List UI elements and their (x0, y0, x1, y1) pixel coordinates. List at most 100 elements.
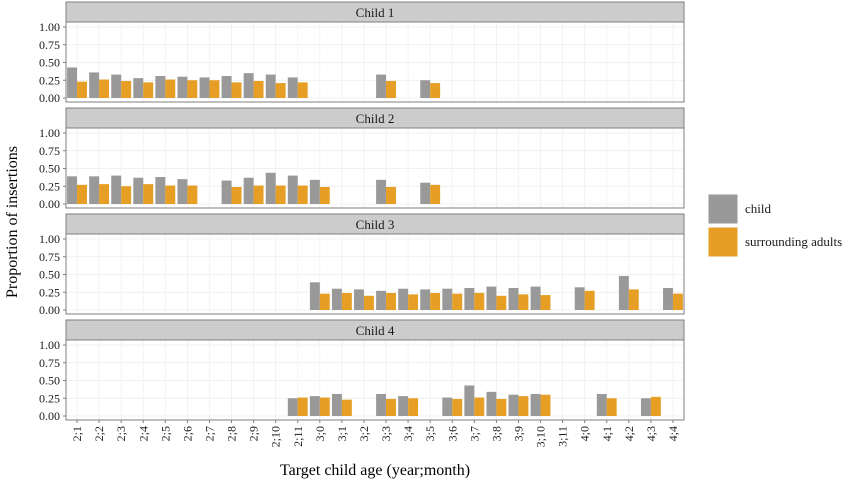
legend-swatch (707, 226, 739, 258)
bar-child (287, 77, 298, 98)
x-tick-label: 3;7 (467, 426, 481, 441)
bar-surrounding-adults (165, 79, 176, 98)
bar-surrounding-adults (187, 80, 198, 98)
bar-child (111, 175, 122, 204)
x-tick-label: 2;5 (158, 426, 172, 441)
bar-surrounding-adults (386, 292, 396, 310)
legend-label: child (745, 201, 771, 216)
bar-child (155, 75, 166, 98)
facet-title: Child 1 (356, 5, 395, 20)
bar-child (89, 72, 100, 98)
bar-surrounding-adults (386, 398, 396, 416)
x-tick-label: 2;1 (70, 426, 84, 441)
y-tick-label: 0.50 (39, 268, 60, 282)
bar-child (331, 393, 342, 416)
bar-surrounding-adults (496, 398, 507, 416)
bar-surrounding-adults (297, 397, 308, 416)
bar-child (420, 182, 431, 204)
x-tick-label: 4;0 (578, 426, 592, 441)
legend-swatch (707, 193, 739, 225)
bar-child (574, 287, 585, 310)
bar-surrounding-adults (121, 186, 132, 204)
bar-child (354, 289, 364, 310)
x-tick-label: 3;8 (489, 426, 503, 441)
bar-child (442, 397, 453, 416)
x-tick-label: 3;3 (379, 426, 393, 441)
x-tick-label: 3;11 (556, 426, 570, 447)
bar-surrounding-adults (297, 185, 308, 204)
y-tick-label: 0.75 (39, 356, 60, 370)
bar-child (309, 179, 320, 204)
bar-child (199, 77, 210, 98)
y-tick-label: 0.25 (39, 179, 60, 193)
bar-surrounding-adults (496, 295, 507, 310)
bar-surrounding-adults (253, 80, 264, 98)
facet-title: Child 2 (356, 111, 395, 126)
bar-child (287, 175, 298, 204)
bar-child (376, 179, 387, 204)
panel-border (65, 127, 685, 209)
bar-surrounding-adults (650, 396, 661, 416)
bar-child (398, 396, 409, 416)
x-tick-label: 4;4 (666, 426, 680, 441)
x-tick-label: 2;4 (136, 426, 150, 441)
bar-child (243, 177, 254, 204)
bar-surrounding-adults (518, 396, 529, 416)
bar-child (464, 287, 475, 310)
bar-surrounding-adults (275, 185, 286, 204)
bar-child (221, 75, 232, 98)
x-tick-label: 3;5 (423, 426, 437, 441)
bar-surrounding-adults (386, 186, 396, 204)
x-tick-label: 4;3 (644, 426, 658, 441)
x-tick-label: 3;9 (511, 426, 525, 441)
x-tick-label: 2;3 (114, 426, 128, 441)
bar-surrounding-adults (187, 185, 198, 204)
y-tick-label: 0.50 (39, 374, 60, 388)
y-tick-label: 0.25 (39, 285, 60, 299)
bar-child (177, 179, 188, 204)
bar-child (67, 176, 78, 204)
bar-surrounding-adults (386, 80, 396, 98)
bar-child (464, 385, 475, 416)
y-tick-label: 0.00 (39, 409, 60, 423)
bar-surrounding-adults (99, 79, 110, 98)
bar-surrounding-adults (540, 394, 551, 416)
x-axis-title: Target child age (year;month) (280, 462, 470, 479)
y-tick-label: 0.25 (39, 73, 60, 87)
bar-child (376, 393, 387, 416)
bar-surrounding-adults (363, 295, 374, 310)
bar-child (442, 288, 453, 310)
bar-surrounding-adults (341, 399, 352, 416)
bar-child (596, 393, 607, 416)
y-tick-label: 0.50 (39, 56, 60, 70)
y-tick-label: 0.75 (39, 144, 60, 158)
x-tick-label: 3;10 (534, 426, 548, 447)
y-tick-label: 0.25 (39, 391, 60, 405)
bar-surrounding-adults (518, 294, 529, 310)
bar-child (640, 398, 651, 416)
bar-child (398, 288, 409, 310)
bar-surrounding-adults (231, 186, 242, 204)
bar-surrounding-adults (540, 295, 551, 310)
y-tick-label: 1.00 (39, 20, 60, 34)
y-tick-label: 1.00 (39, 126, 60, 140)
bar-surrounding-adults (209, 80, 220, 98)
bar-child (265, 172, 276, 204)
y-tick-label: 0.75 (39, 38, 60, 52)
x-tick-label: 3;4 (401, 426, 415, 441)
bar-surrounding-adults (430, 83, 441, 98)
x-tick-label: 2;11 (291, 426, 305, 447)
bar-child (508, 287, 519, 310)
bar-child (287, 398, 298, 416)
bar-child (376, 290, 387, 310)
bar-child (155, 177, 166, 204)
bar-child (376, 74, 387, 98)
x-tick-label: 3;1 (335, 426, 349, 441)
bar-child (508, 394, 519, 416)
bar-child (486, 391, 497, 416)
x-tick-label: 2;9 (247, 426, 261, 441)
x-tick-label: 4;1 (600, 426, 614, 441)
bar-child (530, 286, 541, 310)
bar-surrounding-adults (430, 292, 441, 310)
bar-surrounding-adults (341, 292, 352, 310)
